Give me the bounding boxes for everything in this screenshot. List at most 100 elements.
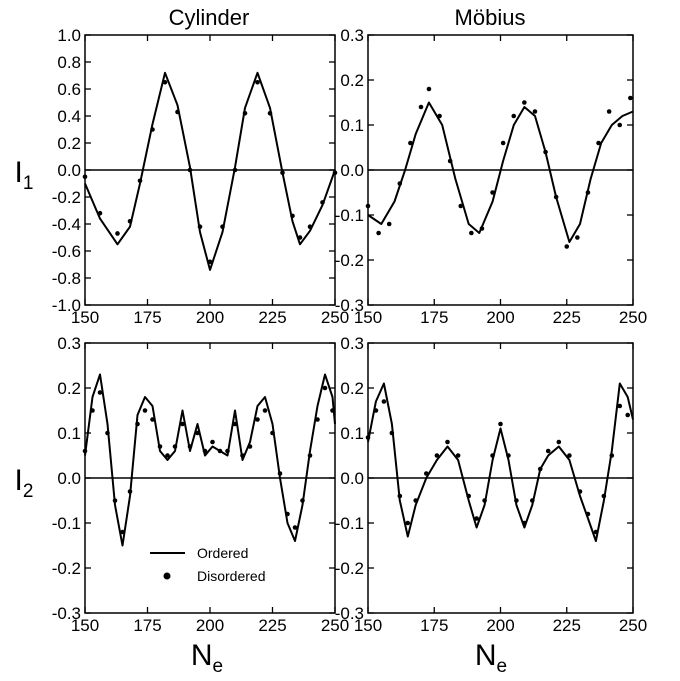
x-tick-label: 150 bbox=[71, 308, 99, 327]
panel-cylinder-i1: 150 175 200 225 250 -1.0 -0.8 -0.6 -0.4 -0.2 0.0 0.… bbox=[52, 26, 349, 327]
y-tick-label: 0.3 bbox=[57, 334, 81, 353]
disordered-point bbox=[280, 170, 285, 175]
y-tick-label: 0.0 bbox=[57, 161, 81, 180]
disordered-point bbox=[365, 435, 371, 440]
disordered-point bbox=[596, 140, 601, 146]
disordered-point bbox=[424, 471, 429, 476]
disordered-point bbox=[112, 498, 118, 503]
y-tick-label: 0.2 bbox=[57, 379, 81, 398]
x-tick-label: 225 bbox=[553, 308, 581, 327]
disordered-point bbox=[585, 511, 591, 517]
x-tick-label: 150 bbox=[71, 616, 99, 635]
panel-mobius-i1: 150 175 200 225 250 -0.3 -0.2 -0.1 0.0 0.1 0.2 0.3 bbox=[335, 26, 647, 327]
disordered-point bbox=[625, 412, 630, 418]
xlabel-left: Ne bbox=[191, 639, 223, 677]
disordered-point bbox=[157, 444, 163, 449]
x-tick-label: 225 bbox=[258, 616, 286, 635]
y-tick-label: -0.2 bbox=[335, 559, 364, 578]
disordered-point bbox=[172, 444, 178, 449]
y-tick-label: 0.6 bbox=[57, 80, 81, 99]
disordered-point bbox=[405, 520, 411, 526]
disordered-point bbox=[105, 430, 110, 436]
disordered-point bbox=[322, 385, 328, 391]
disordered-point bbox=[217, 448, 223, 454]
disordered-point bbox=[82, 448, 88, 454]
disordered-point bbox=[127, 219, 133, 224]
disordered-point bbox=[498, 421, 503, 427]
disordered-point bbox=[617, 403, 623, 409]
title-mobius: Möbius bbox=[455, 5, 526, 30]
x-tick-label: 250 bbox=[321, 616, 349, 635]
disordered-point bbox=[532, 109, 538, 114]
disordered-point bbox=[426, 86, 432, 92]
disordered-point bbox=[418, 104, 424, 110]
disordered-point bbox=[175, 109, 180, 115]
disordered-point bbox=[97, 390, 103, 395]
disordered-point bbox=[469, 230, 474, 236]
disordered-point bbox=[180, 421, 185, 427]
y-tick-label: 0.3 bbox=[340, 334, 364, 353]
disordered-point bbox=[120, 529, 125, 535]
disordered-point bbox=[142, 408, 148, 413]
disordered-point bbox=[490, 453, 495, 458]
disordered-point bbox=[365, 203, 371, 209]
disordered-point bbox=[500, 140, 506, 146]
y-tick-label: 0.0 bbox=[340, 161, 364, 180]
disordered-point bbox=[413, 498, 419, 503]
disordered-point bbox=[482, 498, 487, 503]
disordered-point bbox=[115, 231, 120, 236]
disordered-point bbox=[242, 111, 248, 116]
x-tick-label: 250 bbox=[321, 308, 349, 327]
disordered-point bbox=[386, 221, 392, 227]
y-tick-label: 0.3 bbox=[340, 26, 364, 45]
xlabel-right: Ne bbox=[475, 639, 507, 677]
disordered-point bbox=[514, 498, 519, 503]
disordered-point bbox=[458, 203, 464, 209]
disordered-point bbox=[601, 493, 607, 499]
y-tick-label: -1.0 bbox=[52, 296, 81, 315]
legend-disordered-label: Disordered bbox=[197, 568, 265, 584]
y-tick-label: -0.2 bbox=[335, 251, 364, 270]
ylabel-i1: I1 bbox=[15, 156, 34, 194]
disordered-point bbox=[150, 127, 155, 132]
disordered-point bbox=[165, 453, 170, 458]
disordered-point bbox=[197, 224, 203, 229]
x-tick-label: 225 bbox=[553, 616, 581, 635]
ordered-series-line bbox=[367, 382, 634, 542]
disordered-point bbox=[332, 170, 338, 175]
x-tick-label: 150 bbox=[354, 616, 382, 635]
y-tick-label: 0.2 bbox=[57, 134, 81, 153]
disordered-point bbox=[506, 453, 511, 458]
disordered-point bbox=[593, 529, 599, 535]
y-tick-label: 0.1 bbox=[340, 424, 364, 443]
x-tick-label: 200 bbox=[486, 616, 514, 635]
y-tick-label: -0.4 bbox=[52, 215, 81, 234]
y-tick-label: -0.1 bbox=[335, 514, 364, 533]
disordered-point bbox=[307, 453, 313, 458]
disordered-point bbox=[522, 520, 527, 526]
disordered-point bbox=[135, 421, 140, 427]
ordered-series-line bbox=[367, 101, 634, 243]
disordered-point bbox=[437, 113, 442, 119]
disordered-point bbox=[300, 498, 305, 503]
disordered-point bbox=[556, 439, 562, 445]
y-tick-label: 0.0 bbox=[57, 469, 81, 488]
disordered-point bbox=[575, 235, 580, 240]
x-tick-label: 175 bbox=[133, 308, 161, 327]
disordered-point bbox=[617, 122, 623, 128]
x-tick-label: 175 bbox=[420, 308, 448, 327]
disordered-point bbox=[97, 210, 103, 216]
x-tick-label: 150 bbox=[354, 308, 382, 327]
disordered-point bbox=[445, 439, 450, 445]
disordered-point bbox=[397, 181, 403, 186]
y-tick-label: 0.4 bbox=[57, 107, 81, 126]
disordered-point bbox=[330, 408, 335, 413]
disordered-point bbox=[90, 408, 95, 413]
y-tick-label: -0.1 bbox=[335, 206, 364, 225]
disordered-point bbox=[553, 194, 559, 200]
x-tick-label: 175 bbox=[133, 616, 161, 635]
disordered-point bbox=[262, 408, 268, 413]
x-tick-label: 250 bbox=[619, 308, 647, 327]
y-tick-label: 0.1 bbox=[57, 424, 81, 443]
